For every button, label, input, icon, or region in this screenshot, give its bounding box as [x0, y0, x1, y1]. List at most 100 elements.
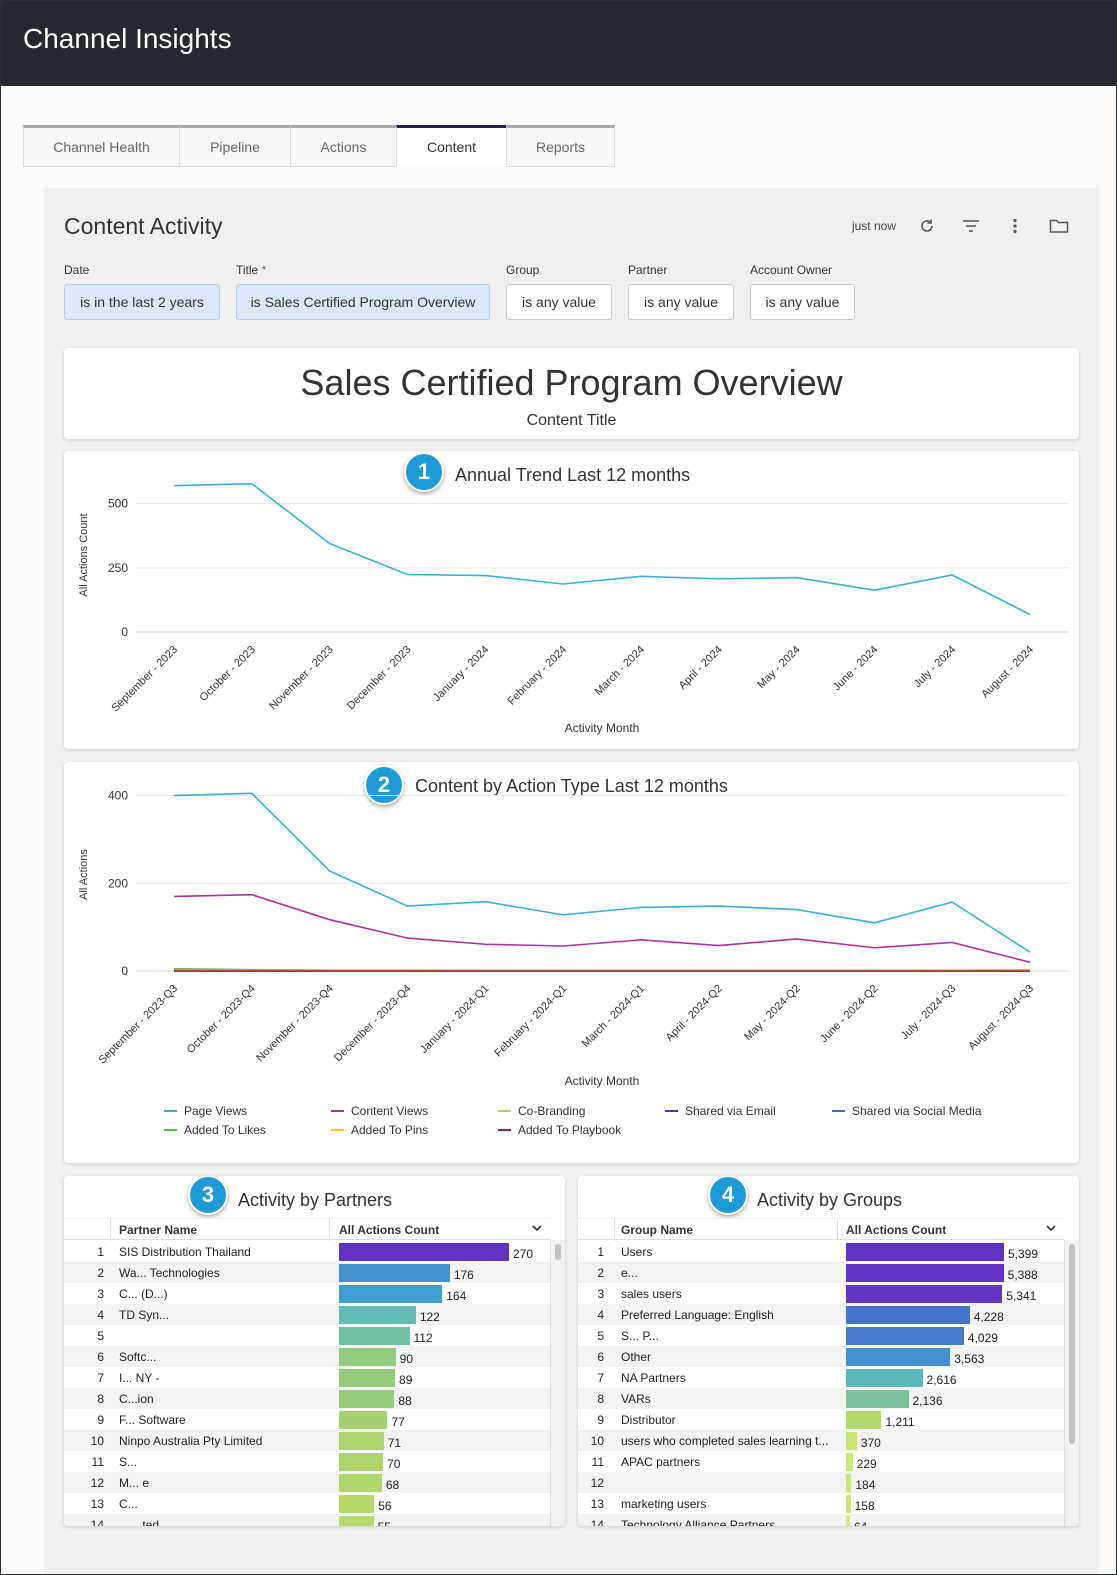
tab-reports[interactable]: Reports	[506, 125, 615, 167]
tab-content[interactable]: Content	[396, 125, 506, 167]
table-row[interactable]: 9 F... Software 77	[64, 1409, 550, 1430]
value-bar	[339, 1495, 375, 1513]
value-bar	[846, 1243, 1004, 1261]
legend-label-added-to-likes: Added To Likes	[184, 1123, 266, 1137]
row-value: 370	[860, 1436, 881, 1450]
table-row[interactable]: 5 112	[64, 1325, 550, 1346]
table-row[interactable]: 3 C... (D...) 164	[64, 1283, 550, 1304]
value-bar	[846, 1453, 853, 1471]
filter-icon[interactable]	[958, 215, 984, 237]
row-value: 270	[513, 1247, 534, 1261]
refresh-icon[interactable]	[914, 215, 940, 237]
filter-title-label: Title *	[236, 263, 267, 277]
groups-scrollbar[interactable]	[1064, 1240, 1079, 1526]
row-number: 11	[591, 1455, 604, 1469]
table-row[interactable]: 7 NA Partners 2,616	[578, 1367, 1064, 1388]
value-bar	[339, 1453, 384, 1471]
filter-title-value[interactable]: is Sales Certified Program Overview	[236, 284, 490, 320]
table-row[interactable]: 11 APAC partners 229	[578, 1451, 1064, 1472]
group-count-column[interactable]: All Actions Count	[846, 1223, 947, 1237]
table-row[interactable]: 14 Technology Alliance Partners 64	[578, 1514, 1064, 1526]
row-name: users who completed sales learning t...	[621, 1434, 829, 1448]
group-name-column[interactable]: Group Name	[621, 1223, 694, 1237]
table-row[interactable]: 1 SIS Distribution Thailand 270	[64, 1241, 550, 1262]
table-row[interactable]: 8 VARs 2,136	[578, 1388, 1064, 1409]
table-row[interactable]: 2 e... 5,388	[578, 1262, 1064, 1283]
row-number: 14	[590, 1518, 604, 1526]
row-value: 68	[385, 1478, 400, 1492]
value-bar	[846, 1369, 923, 1387]
table-row[interactable]: 13 marketing users 158	[578, 1493, 1064, 1514]
row-value: 3,563	[954, 1352, 985, 1366]
filter-partner-value[interactable]: is any value	[628, 284, 734, 320]
row-number: 10	[90, 1434, 104, 1448]
x-tick-label: October - 2023-Q4	[185, 983, 258, 1056]
value-bar	[846, 1411, 882, 1429]
row-number: 13	[590, 1497, 604, 1511]
filter-date-value[interactable]: is in the last 2 years	[64, 284, 220, 320]
table-row[interactable]: 3 sales users 5,341	[578, 1283, 1064, 1304]
table-row[interactable]: 2 Wa... Technologies 176	[64, 1262, 550, 1283]
table-row[interactable]: 6 Other 3,563	[578, 1346, 1064, 1367]
value-bar	[846, 1264, 1004, 1282]
value-bar	[846, 1348, 951, 1366]
more-options-icon[interactable]	[1002, 215, 1028, 237]
row-name: Distributor	[621, 1413, 676, 1427]
x-tick-label: January - 2024-Q1	[418, 983, 491, 1056]
row-name: ... ...ted	[119, 1518, 160, 1526]
row-value: 164	[446, 1289, 467, 1303]
row-number: 8	[97, 1392, 104, 1406]
row-value: 71	[387, 1436, 402, 1450]
row-number: 5	[97, 1329, 104, 1343]
row-value: 4,228	[973, 1310, 1004, 1324]
row-number: 11	[91, 1455, 104, 1469]
filter-account-owner-value[interactable]: is any value	[750, 284, 855, 320]
value-bar	[846, 1306, 970, 1324]
table-row[interactable]: 14 ... ...ted 55	[64, 1514, 550, 1526]
table-row[interactable]: 7 I... NY - 89	[64, 1367, 550, 1388]
legend-label-shared-via-social-media: Shared via Social Media	[852, 1104, 982, 1118]
tab-channel-health[interactable]: Channel Health	[23, 125, 179, 167]
row-name: SIS Distribution Thailand	[119, 1245, 251, 1259]
value-bar	[846, 1327, 964, 1345]
table-row[interactable]: 8 C...ion 88	[64, 1388, 550, 1409]
x-tick-label: June - 2024	[831, 644, 881, 694]
table-row[interactable]: 4 TD Syn... 122	[64, 1304, 550, 1325]
tab-pipeline[interactable]: Pipeline	[179, 125, 290, 167]
table-row[interactable]: 1 Users 5,399	[578, 1241, 1064, 1262]
partners-scrollbar-thumb[interactable]	[555, 1244, 561, 1260]
tab-actions[interactable]: Actions	[290, 125, 396, 167]
folder-icon[interactable]	[1046, 215, 1072, 237]
filter-group-value[interactable]: is any value	[506, 284, 612, 320]
sort-chevron-icon[interactable]	[1045, 1222, 1057, 1237]
table-row[interactable]: 10 Ninpo Australia Pty Limited 71	[64, 1430, 550, 1451]
y-axis-label: All Actions	[78, 849, 90, 900]
table-row[interactable]: 4 Preferred Language: English 4,228	[578, 1304, 1064, 1325]
row-name: Technology Alliance Partners	[621, 1518, 776, 1526]
dashboard-title: Content Activity	[64, 213, 223, 239]
table-row[interactable]: 10 users who completed sales learning t..…	[578, 1430, 1064, 1451]
step-badge-1: 1	[404, 452, 444, 492]
content-title: Sales Certified Program Overview	[300, 362, 843, 403]
table-row[interactable]: 5 S... P... 4,029	[578, 1325, 1064, 1346]
y-tick-label: 0	[121, 625, 128, 639]
table-row[interactable]: 12 M... e 68	[64, 1472, 550, 1493]
legend-label-added-to-pins: Added To Pins	[351, 1123, 428, 1137]
filter-title: Title * is Sales Certified Program Overv…	[236, 263, 490, 320]
table-row[interactable]: 11 S... 70	[64, 1451, 550, 1472]
row-name: marketing users	[621, 1497, 707, 1511]
partner-name-column[interactable]: Partner Name	[119, 1223, 198, 1237]
sort-chevron-icon[interactable]	[531, 1222, 543, 1237]
table-row[interactable]: 12 184	[578, 1472, 1064, 1493]
table-row[interactable]: 6 Softc... 90	[64, 1346, 550, 1367]
partners-scrollbar[interactable]	[550, 1240, 565, 1526]
row-name: VARs	[621, 1392, 651, 1406]
legend-label-page-views: Page Views	[184, 1104, 247, 1118]
groups-scrollbar-thumb[interactable]	[1069, 1244, 1075, 1444]
table-row[interactable]: 13 C... 56	[64, 1493, 550, 1514]
row-name: Ninpo Australia Pty Limited	[119, 1434, 263, 1448]
table-row[interactable]: 9 Distributor 1,211	[578, 1409, 1064, 1430]
row-value: 4,029	[967, 1331, 998, 1345]
partners-table-header: Partner Name All Actions Count	[64, 1218, 550, 1241]
partner-count-column[interactable]: All Actions Count	[339, 1223, 440, 1237]
